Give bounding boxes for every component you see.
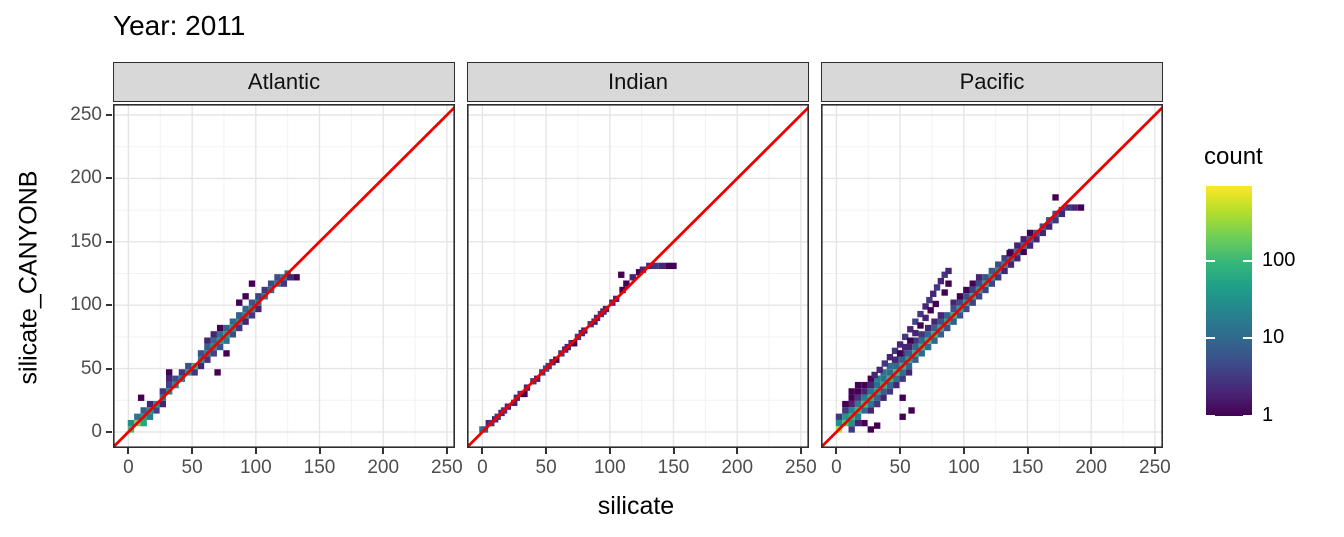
legend-tick-label: 100 <box>1262 248 1296 271</box>
facet-strip-label: Indian <box>608 69 668 94</box>
y-tick-label: 250 <box>70 104 102 125</box>
x-tick-mark <box>799 448 802 454</box>
y-tick-mark <box>106 177 112 180</box>
facet-plot-indian <box>455 94 821 459</box>
x-tick-label: 250 <box>785 457 817 478</box>
x-tick-mark <box>545 448 548 454</box>
panel-atlantic <box>101 94 467 459</box>
x-tick-mark <box>1090 448 1093 454</box>
x-tick-label: 100 <box>947 457 980 478</box>
y-tick-mark <box>106 431 112 433</box>
x-tick-mark <box>672 448 675 454</box>
facet-strip-indian: Indian <box>467 62 809 102</box>
y-tick-label: 150 <box>70 230 102 252</box>
x-tick-mark <box>254 448 257 454</box>
x-tick-label: 150 <box>1011 457 1044 478</box>
y-tick-mark <box>106 114 112 116</box>
y-tick-label: 100 <box>70 294 102 316</box>
legend-colorbar <box>1206 186 1252 416</box>
x-tick-label: 250 <box>1139 457 1171 478</box>
x-tick-label: 100 <box>593 457 626 478</box>
legend-tick-label: 1 <box>1262 404 1274 426</box>
x-tick-mark <box>445 448 448 454</box>
y-tick-label: 200 <box>70 167 102 189</box>
y-tick-mark <box>106 304 112 307</box>
y-tick-label: 50 <box>80 357 102 379</box>
x-tick-label: 150 <box>303 457 336 478</box>
facet-strip-atlantic: Atlantic <box>113 62 455 102</box>
panel-pacific <box>809 94 1175 459</box>
x-tick-mark <box>736 448 739 454</box>
legend-tick-mark <box>1243 337 1252 340</box>
facet-plot-atlantic <box>101 94 467 459</box>
legend-tick-mark <box>1243 415 1252 417</box>
y-tick-mark <box>106 367 112 370</box>
x-axis-title: silicate <box>597 492 675 520</box>
legend-tick-mark <box>1206 415 1215 417</box>
x-tick-label: 50 <box>889 457 911 478</box>
x-tick-label: 50 <box>181 457 203 478</box>
facet-strip-label: Atlantic <box>247 69 321 94</box>
x-tick-mark <box>481 448 484 454</box>
x-tick-label: 0 <box>123 457 134 478</box>
legend-tick-mark <box>1206 259 1215 262</box>
facet-strip-label: Pacific <box>959 69 1025 94</box>
y-tick-mark <box>106 240 112 243</box>
facet-plot-pacific <box>809 94 1175 459</box>
x-tick-mark <box>835 448 838 454</box>
x-tick-mark <box>899 448 902 454</box>
x-tick-mark <box>1153 448 1156 454</box>
x-tick-mark <box>608 448 611 454</box>
y-tick-label: 0 <box>91 421 102 442</box>
x-tick-mark <box>318 448 321 454</box>
x-tick-label: 100 <box>239 457 272 478</box>
x-tick-label: 150 <box>657 457 690 478</box>
legend-tick-mark <box>1206 337 1215 340</box>
x-tick-label: 200 <box>367 457 400 478</box>
plot-title: Year: 2011 <box>113 10 246 41</box>
x-tick-label: 200 <box>1075 457 1108 478</box>
x-tick-mark <box>191 448 194 454</box>
x-tick-label: 0 <box>477 457 488 478</box>
x-tick-label: 200 <box>721 457 754 478</box>
legend-tick-mark <box>1243 259 1252 262</box>
x-tick-mark <box>127 448 130 454</box>
x-tick-label: 0 <box>831 457 842 478</box>
x-tick-label: 50 <box>535 457 557 478</box>
y-axis-title: silicate_CANYONB <box>14 170 43 385</box>
x-tick-mark <box>1026 448 1029 454</box>
x-tick-mark <box>962 448 965 454</box>
legend-tick-label: 10 <box>1262 326 1285 349</box>
legend-title: count <box>1204 143 1263 170</box>
x-tick-label: 250 <box>431 457 463 478</box>
facet-strip-pacific: Pacific <box>821 62 1163 102</box>
panel-indian <box>455 94 821 459</box>
x-tick-mark <box>382 448 385 454</box>
